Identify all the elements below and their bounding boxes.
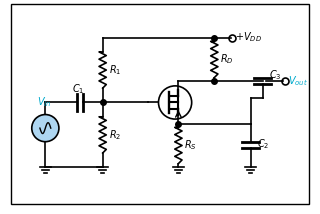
Text: $R_S$: $R_S$ <box>184 139 197 152</box>
Text: $+V_{DD}$: $+V_{DD}$ <box>236 31 262 45</box>
Text: $C_3$: $C_3$ <box>268 68 281 82</box>
Text: $R_1$: $R_1$ <box>109 63 121 77</box>
Text: $V_{out}$: $V_{out}$ <box>288 74 308 88</box>
Text: $C_2$: $C_2$ <box>257 137 269 151</box>
Text: $C_1$: $C_1$ <box>72 83 85 97</box>
Text: $R_D$: $R_D$ <box>220 53 234 66</box>
Text: $V_{in}$: $V_{in}$ <box>36 95 51 108</box>
Circle shape <box>32 114 59 142</box>
Text: $R_2$: $R_2$ <box>109 128 121 142</box>
